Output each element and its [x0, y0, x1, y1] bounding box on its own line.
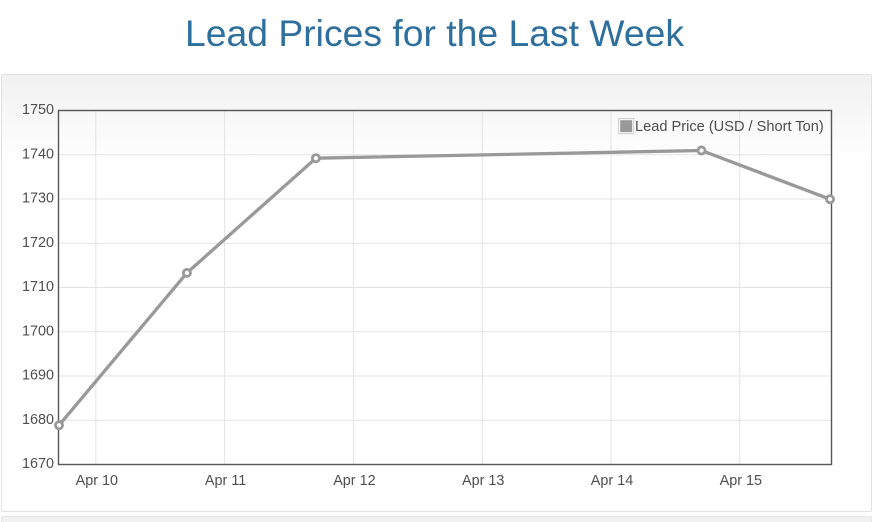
svg-text:Apr 14: Apr 14: [591, 473, 633, 489]
svg-text:Apr 13: Apr 13: [462, 473, 504, 489]
svg-text:Apr 15: Apr 15: [720, 473, 762, 489]
svg-text:1710: 1710: [22, 279, 54, 295]
svg-text:1740: 1740: [22, 146, 54, 162]
svg-text:1720: 1720: [22, 235, 54, 251]
svg-text:Apr 11: Apr 11: [205, 473, 246, 489]
svg-text:1690: 1690: [22, 368, 54, 384]
svg-text:Lead Price (USD / Short Ton): Lead Price (USD / Short Ton): [635, 119, 824, 135]
svg-text:1670: 1670: [22, 456, 54, 472]
svg-text:Apr 10: Apr 10: [76, 473, 118, 489]
svg-text:1680: 1680: [22, 412, 54, 428]
svg-text:Apr 12: Apr 12: [333, 473, 375, 489]
svg-text:1700: 1700: [22, 323, 54, 339]
svg-text:1730: 1730: [22, 191, 54, 207]
svg-text:1750: 1750: [22, 102, 54, 118]
